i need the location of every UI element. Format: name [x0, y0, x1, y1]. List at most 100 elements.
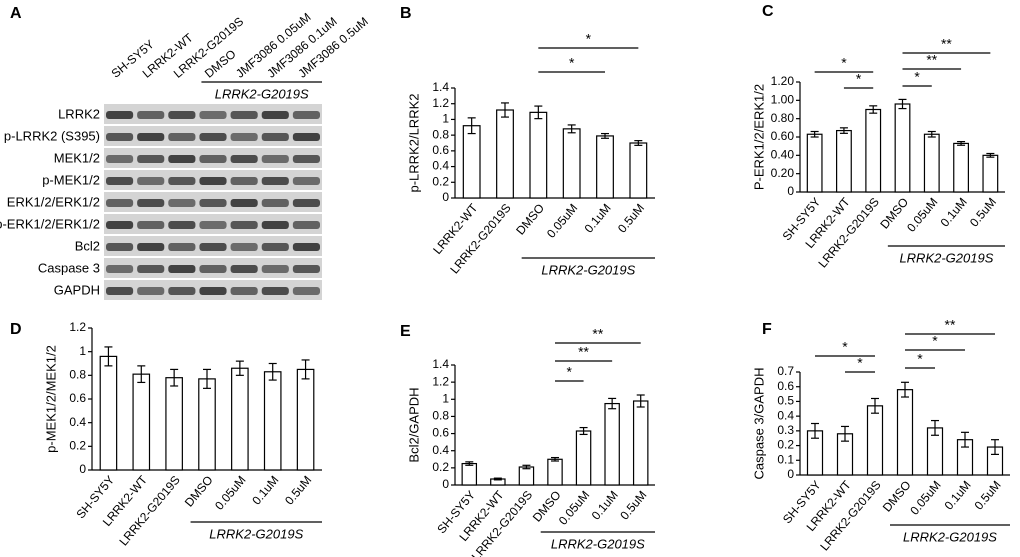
x-tick-label: 0.1uM [942, 478, 974, 513]
significance-label: * [569, 55, 575, 71]
bar [896, 389, 914, 476]
band [261, 243, 289, 251]
band [230, 155, 258, 163]
band [137, 111, 165, 119]
x-tick-label: 0.05uM [907, 478, 943, 518]
bar [982, 154, 999, 193]
band [168, 243, 196, 251]
bar [575, 430, 592, 486]
band [106, 177, 134, 185]
error-bar [811, 422, 819, 439]
band [106, 265, 134, 273]
band [168, 287, 196, 295]
error-bar [901, 381, 909, 398]
y-tick-label: 0.40 [771, 148, 795, 162]
y-tick-label: 0.7 [777, 364, 794, 378]
y-tick-label: 1.2 [69, 320, 86, 334]
y-tick-label: 1.2 [432, 374, 449, 388]
y-tick-label: 0.4 [777, 408, 794, 422]
y-tick-label: 1 [442, 391, 449, 405]
band [292, 155, 320, 163]
band [292, 177, 320, 185]
significance-label: * [857, 355, 863, 371]
band [261, 133, 289, 141]
band [199, 243, 227, 251]
band [137, 199, 165, 207]
y-tick-label: 0 [79, 462, 86, 476]
y-tick-label: 1.20 [771, 74, 795, 88]
x-tick-label: 0.5uM [967, 195, 999, 230]
panel-label: C [762, 3, 774, 20]
y-tick-label: 0.8 [69, 368, 86, 382]
row-label: p-MEK1/2 [42, 172, 100, 187]
band [292, 199, 320, 207]
group-label: LRRK2-G2019S [541, 262, 635, 277]
x-tick-label: 0.1uM [938, 195, 970, 230]
error-bar [137, 365, 146, 384]
error-bar [961, 431, 969, 448]
error-bar [986, 152, 995, 158]
bar [632, 400, 649, 486]
error-bar [634, 140, 643, 146]
error-bar [601, 132, 609, 139]
x-tick-label: 0.1uM [582, 201, 614, 236]
band [137, 265, 165, 273]
band [199, 111, 227, 119]
band [261, 265, 289, 273]
panel-label: D [10, 321, 22, 338]
bar [596, 135, 614, 199]
band [261, 155, 289, 163]
significance-label: ** [945, 317, 956, 333]
group-label: LRRK2-G2019S [903, 529, 997, 544]
error-bar [235, 360, 244, 376]
significance-label: ** [592, 326, 603, 342]
group-label: LRRK2-G2019S [209, 526, 303, 541]
y-tick-label: 0 [787, 467, 794, 481]
error-bar [579, 426, 588, 436]
y-tick-label: 0.1 [777, 452, 794, 466]
y-tick-label: 0 [442, 190, 449, 204]
y-tick-label: 0.2 [432, 460, 449, 474]
band [137, 221, 165, 229]
band [292, 221, 320, 229]
band [199, 199, 227, 207]
y-tick-label: 0.5 [777, 394, 794, 408]
bar [198, 378, 216, 471]
row-label: p-LRRK2 (S395) [4, 128, 100, 143]
x-tick-label: 0.5uM [615, 201, 647, 236]
error-bar [493, 477, 502, 481]
band [199, 265, 227, 273]
x-tick-label: DMSO [182, 473, 216, 510]
error-bar [927, 130, 936, 138]
bar [518, 466, 535, 486]
significance-label: * [841, 55, 847, 71]
band [292, 287, 320, 295]
y-tick-label: 0.20 [771, 166, 795, 180]
x-tick-label: 0.05uM [904, 195, 940, 235]
significance-label: * [842, 339, 848, 355]
band [137, 155, 165, 163]
band [137, 287, 165, 295]
band [261, 199, 289, 207]
x-tick-label: 0.1uM [249, 473, 281, 508]
panel-label: F [762, 321, 772, 338]
band [199, 133, 227, 141]
band [168, 265, 196, 273]
x-tick-label: DMSO [513, 201, 547, 238]
bar [165, 377, 183, 471]
y-tick-label: 0.4 [69, 415, 86, 429]
y-tick-label: 0.4 [432, 443, 449, 457]
band [230, 265, 258, 273]
bar [547, 458, 563, 486]
band [106, 221, 134, 229]
significance-label: * [914, 69, 920, 85]
bar [562, 128, 581, 199]
band [292, 243, 320, 251]
band [168, 133, 196, 141]
row-label: GAPDH [54, 282, 100, 297]
significance-label: ** [941, 36, 952, 52]
x-tick-label: 0.1uM [589, 488, 621, 523]
band [168, 177, 196, 185]
band [230, 177, 258, 185]
